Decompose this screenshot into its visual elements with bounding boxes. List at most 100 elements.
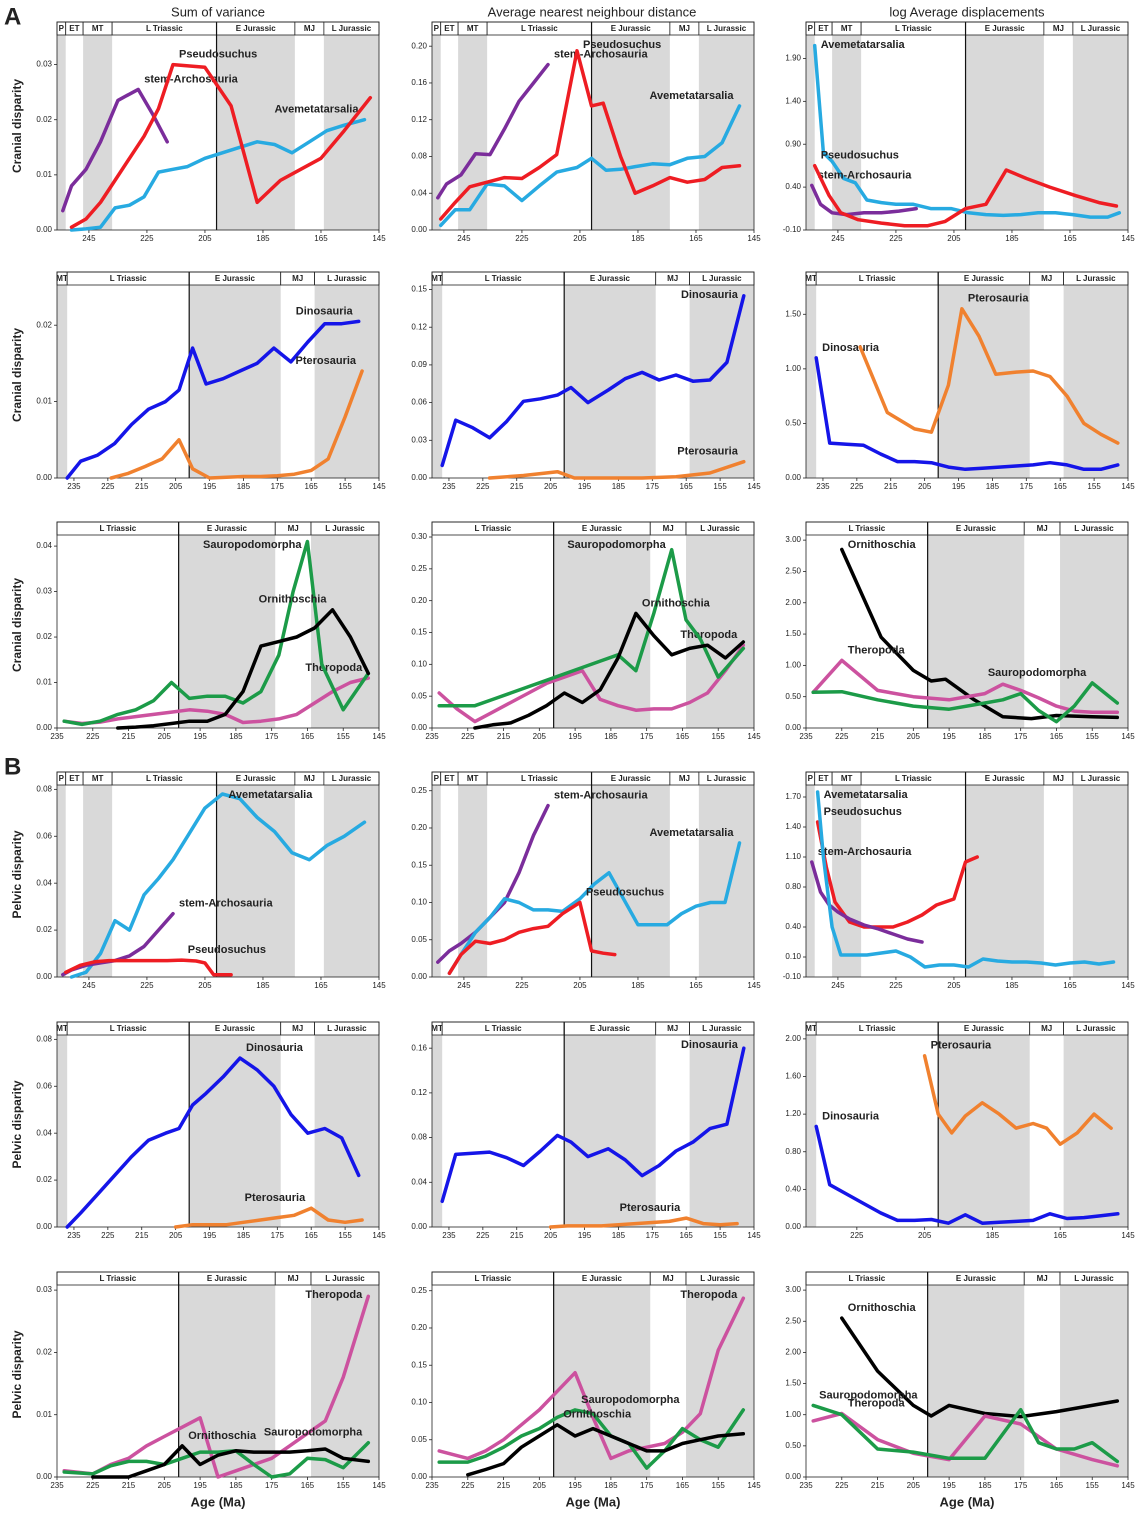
y-tick-label: 0.12: [411, 1088, 427, 1097]
x-tick-label: 235: [67, 482, 81, 491]
period-label: MT: [56, 274, 68, 283]
x-tick-label: 215: [510, 1231, 524, 1240]
period-label: ET: [69, 24, 79, 33]
x-tick-label: 175: [640, 732, 654, 741]
x-tick-label: 175: [271, 1231, 285, 1240]
y-tick-label: 0.40: [785, 922, 801, 931]
y-tick-label: 0.12: [411, 322, 427, 331]
y-tick-label: 0.30: [411, 532, 427, 541]
panel: L Triassic E Jurassic MJ L Jurassic 0.00 0.05…: [411, 1271, 761, 1490]
period-label: MJ: [1041, 1024, 1052, 1033]
series-label: Avemetatarsalia: [821, 39, 906, 51]
x-tick-label: 205: [573, 981, 587, 990]
series-label: Pseudosuchus: [583, 39, 661, 51]
x-tick-label: 215: [884, 482, 898, 491]
period-band: [432, 1022, 443, 1227]
x-tick-label: 145: [747, 1481, 761, 1490]
series-label: Dinosauria: [246, 1042, 304, 1054]
x-tick-label: 205: [169, 482, 183, 491]
series-label: Ornithoschia: [563, 1409, 632, 1421]
y-tick-label: 0.02: [36, 1175, 52, 1184]
y-tick-label: 2.50: [785, 567, 801, 576]
period-label: E Jurassic: [956, 524, 997, 533]
panel: L Triassic E Jurassic MJ L Jurassic 0.00 0.01…: [36, 1271, 386, 1490]
series-label: stem-Archosauria: [179, 898, 273, 910]
panel: L Triassic E Jurassic MJ L Jurassic 0.00 0.05…: [411, 521, 761, 741]
x-tick-label: 215: [871, 732, 885, 741]
series-line: [811, 1411, 1120, 1468]
period-label: E Jurassic: [215, 274, 256, 283]
y-tick-label: 1.50: [785, 309, 801, 318]
x-tick-label: 175: [1014, 1481, 1028, 1490]
period-band: [323, 772, 379, 977]
period-label: L Triassic: [474, 524, 511, 533]
series-label: Pseudosuchus: [188, 944, 266, 956]
y-tick-label: 0.25: [411, 1286, 427, 1295]
x-tick-label: 185: [1005, 981, 1019, 990]
period-label: MT: [56, 1024, 68, 1033]
series-line: [61, 87, 169, 213]
plot-frame: [431, 21, 755, 231]
period-band: [323, 22, 379, 230]
panel: P ET MT L Triassic E Jurassic MJ L Jurassic 0.0…: [411, 21, 761, 243]
x-tick-label: 235: [799, 1481, 813, 1490]
period-label: L Jurassic: [327, 1024, 367, 1033]
period-label: MT: [92, 774, 104, 783]
y-tick-label: 0.04: [411, 1177, 427, 1186]
series-line: [922, 1054, 1113, 1146]
x-tick-label: 185: [237, 1231, 251, 1240]
x-tick-label: 165: [1050, 732, 1064, 741]
x-tick-label: 205: [907, 732, 921, 741]
period-label: E Jurassic: [985, 774, 1026, 783]
x-tick-label: 155: [1086, 1481, 1100, 1490]
x-tick-label: 225: [101, 482, 115, 491]
x-tick-label: 215: [510, 482, 524, 491]
x-tick-label: 185: [237, 482, 251, 491]
series-line: [109, 369, 364, 480]
period-label: L Jurassic: [707, 24, 747, 33]
period-band: [927, 1272, 1025, 1477]
panel: MT L Triassic E Jurassic MJ L Jurassic 0.00 0.…: [785, 1021, 1135, 1240]
series-line: [62, 1294, 371, 1479]
x-tick-label: 145: [1121, 732, 1135, 741]
x-tick-label: 185: [631, 234, 645, 243]
series-label: Theropoda: [848, 1397, 906, 1409]
x-tick-label: 155: [1087, 482, 1101, 491]
x-tick-label: 165: [314, 234, 328, 243]
period-label: E Jurassic: [611, 24, 652, 33]
y-tick-label: 0.05: [411, 935, 427, 944]
period-band: [458, 22, 488, 230]
y-tick-label: 0.04: [36, 878, 52, 887]
x-tick-label: 225: [515, 234, 529, 243]
x-tick-label: 215: [871, 1481, 885, 1490]
x-tick-label: 175: [265, 732, 279, 741]
x-tick-label: 165: [1050, 1481, 1064, 1490]
y-tick-label: 0.00: [411, 723, 427, 732]
plot-frame: [805, 1271, 1129, 1478]
panel: MT L Triassic E Jurassic MJ L Jurassic 0.00 0.…: [36, 1021, 386, 1240]
x-tick-label: 145: [372, 1231, 386, 1240]
x-tick-label: 195: [942, 732, 956, 741]
x-tick-label: 195: [568, 732, 582, 741]
period-label: L Jurassic: [1081, 774, 1121, 783]
y-tick-label: 0.03: [36, 1285, 52, 1294]
y-tick-label: 1.50: [785, 629, 801, 638]
period-label: E Jurassic: [611, 774, 652, 783]
y-tick-label: -0.10: [783, 225, 802, 234]
y-tick-label: 0.00: [36, 473, 52, 482]
x-tick-label: 175: [271, 482, 285, 491]
x-tick-label: 175: [1020, 482, 1034, 491]
period-label: L Triassic: [895, 774, 932, 783]
period-band: [938, 272, 1030, 478]
x-tick-label: 155: [338, 1231, 352, 1240]
x-tick-label: 155: [713, 482, 727, 491]
period-band: [965, 772, 1044, 977]
y-tick-label: 2.50: [785, 1316, 801, 1325]
period-band: [432, 272, 443, 478]
x-tick-label: 175: [646, 482, 660, 491]
x-tick-label: 195: [578, 482, 592, 491]
y-tick-label: 0.00: [411, 972, 427, 981]
period-label: E Jurassic: [582, 524, 623, 533]
period-label: ET: [444, 24, 454, 33]
